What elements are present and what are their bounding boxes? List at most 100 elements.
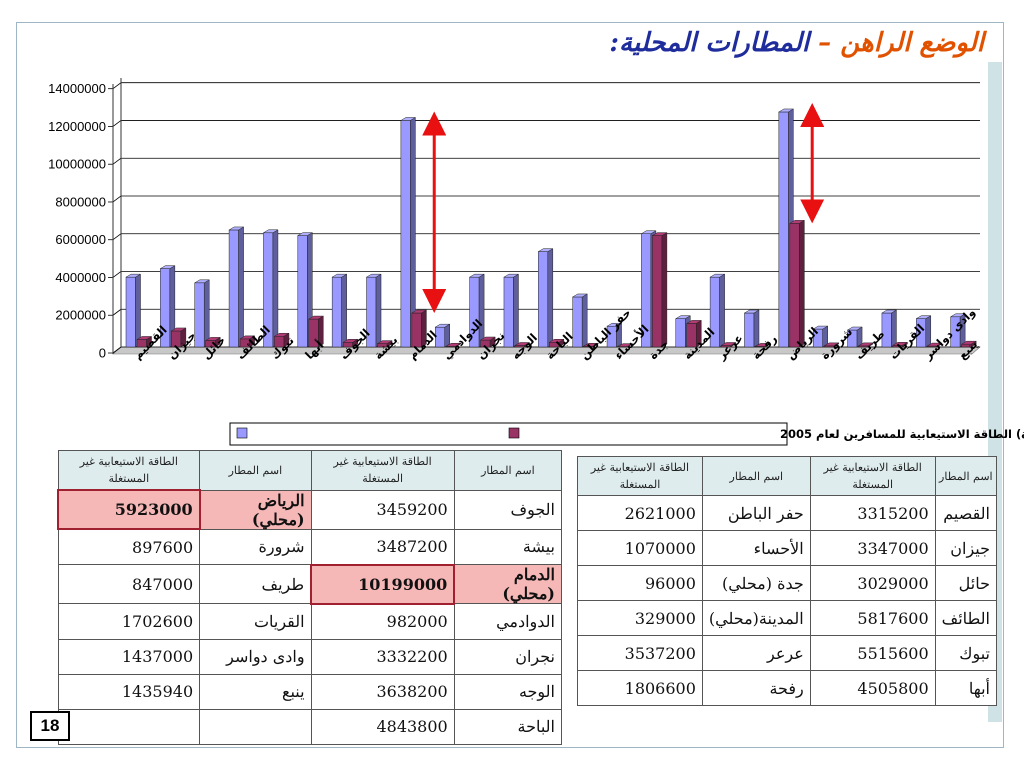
bar-demand [960,340,978,348]
legend-text: الطلب على النقل الجوي للمسافرين (وصول- م… [780,427,1024,442]
y-tick-label: 10000000 [48,157,106,172]
bar-demand [685,319,703,348]
table-row: 1435940 ينبع 3638200 الوجه [57,673,563,710]
cell-capacity: 3459200 [310,489,455,530]
bar-demand [307,315,325,348]
cell-capacity: 3638200 [310,673,455,710]
bar-demand [720,342,737,348]
cell-airport: شرورة [199,528,312,565]
cell-airport: ينبع [199,673,312,710]
gridline-diagonal [112,308,122,316]
bar-demand [342,338,359,348]
cell-airport: الطائف [934,600,998,636]
bar-capacity [709,273,726,348]
col-airport-1: اسم المطار [453,450,563,491]
col-capacity-2: الطاقة الاستيعابية غير المستغلة [577,456,703,496]
table-row: 2621000 حفر الباطن 3315200 القصيم [577,495,998,531]
legend-box [229,422,788,446]
cell-airport: جيزان [934,530,998,566]
bar-capacity [434,323,451,348]
bar-demand [136,336,153,348]
bar-demand [754,342,771,348]
cell-airport: الباحة [453,708,563,745]
table-header-row: الطاقة الاستيعابية غير المستغلة اسم المط… [57,450,563,491]
cell-airport: طريف [199,564,312,604]
col-airport-1: اسم المطار [934,456,998,496]
difference-arrows [422,102,825,314]
bar-capacity [743,309,760,348]
bar-demand [204,336,222,348]
bar-capacity [537,248,554,348]
slide-title: الوضع الراهن – المطارات المحلية: [609,28,984,58]
cell-capacity: 847000 [57,564,201,604]
cell-airport: تبوك [934,635,998,671]
cell-airport: القريات [199,603,312,640]
bar-demand [823,342,840,348]
cell-airport: الجوف [453,489,563,530]
bar-demand [273,332,290,348]
cell-airport: القصيم [934,495,998,531]
cell-capacity-highlight: 5923000 [57,489,201,530]
legend-swatch-capacity [508,427,520,439]
table-row: 1070000 الأحساء 3347000 جيزان [577,530,998,566]
table-row: 329000 المدينة(محلي) 5817600 الطائف [577,600,998,636]
y-tick-label: 2000000 [55,308,106,323]
cell-capacity: 982000 [310,603,455,640]
cell-capacity: 897600 [57,528,201,565]
gridline-diagonal [112,120,122,127]
gridline-diagonal [112,82,122,90]
bar-demand [376,340,393,348]
cell-airport-highlight: الدمام (محلي) [453,564,563,604]
bar-capacity [949,313,967,348]
bar-demand [445,342,462,348]
cell-capacity: 4505800 [809,670,936,706]
bar-chart: 0 2000000 4000000 6000000 8000000 10000000 120… [48,78,1024,446]
cell-capacity: 4843800 [310,708,455,745]
bars [125,108,978,348]
cell-capacity: 3315200 [809,495,936,531]
bar-demand [651,232,668,348]
title-part-2: المطارات المحلية: [609,28,810,58]
bar-capacity [262,229,279,348]
cell-airport [199,708,312,745]
cell-capacity: 3029000 [809,565,936,601]
gridline-diagonal [112,157,122,165]
y-tick-label: 0 [99,346,106,361]
col-capacity-1: الطاقة الاستيعابية غير المستغلة [310,450,455,491]
table-row: 847000 طريف 10199000 الدمام (محلي) [57,563,563,605]
gridline-diagonal [112,233,122,241]
table-row: 897600 شرورة 3487200 بيشة [57,528,563,565]
table-row: 96000 جدة (محلي) 3029000 حائل [577,565,998,601]
cell-airport: الدوادمي [453,603,563,640]
y-tick-label: 12000000 [48,119,106,134]
bar-capacity [228,226,245,348]
table-header-row: الطاقة الاستيعابية غير المستغلة اسم المط… [577,456,998,496]
cell-capacity: 3487200 [310,528,455,565]
bar-capacity [503,273,520,348]
cell-capacity: 329000 [577,600,703,636]
bar-demand [788,219,806,348]
bar-capacity [606,322,623,348]
bar-capacity [468,273,486,348]
cell-capacity: 3332200 [310,638,455,675]
cell-capacity: 1702600 [57,603,201,640]
bar-demand [892,341,909,348]
cell-capacity [57,708,201,745]
cell-capacity: 3347000 [809,530,936,566]
title-part-1: الوضع الراهن – [818,28,984,58]
bar-capacity [331,273,348,348]
y-tick-label: 8000000 [55,194,106,209]
bar-demand [926,342,943,348]
cell-capacity: 1437000 [57,638,201,675]
cell-airport: وادى دواسر [199,638,312,675]
y-tick-label: 6000000 [55,232,106,247]
slide-number: 18 [30,711,70,741]
table-row: 4843800 الباحة [57,708,563,745]
bar-capacity [881,309,898,348]
bar-capacity [846,326,863,348]
cell-capacity: 96000 [577,565,703,601]
cell-airport: رفحة [701,670,811,706]
legend-swatch-demand [236,427,248,439]
y-tick-label: 4000000 [55,270,106,285]
table-row: 1437000 وادى دواسر 3332200 نجران [57,638,563,675]
